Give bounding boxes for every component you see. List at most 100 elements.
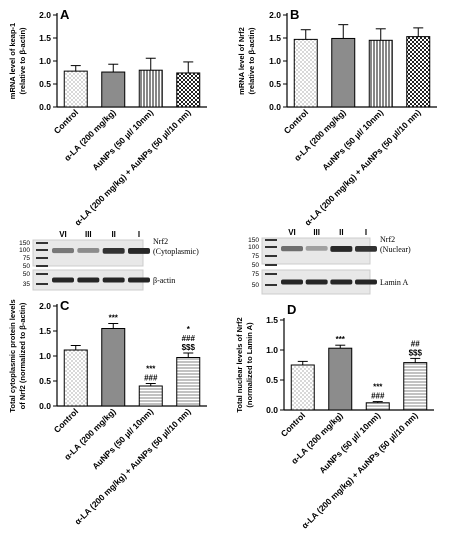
blot-target-sublabel: (Cytoplasmic) xyxy=(153,247,199,256)
y-tick-label: 0.0 xyxy=(269,102,281,112)
x-tick-label: Control xyxy=(52,107,80,135)
panel-letter: D xyxy=(287,302,296,317)
y-axis-label: (relative to β-actin) xyxy=(247,27,256,95)
significance-label: * xyxy=(187,325,191,334)
significance-label: ## xyxy=(411,339,420,348)
blot-target-label: Nrf2 xyxy=(153,237,168,246)
significance-label: ### xyxy=(144,374,158,383)
y-axis-label: mRNA level of keap-1 xyxy=(8,23,17,99)
marker-label: 75 xyxy=(23,255,31,262)
marker-label: 50 xyxy=(252,282,260,289)
significance-label: *** xyxy=(109,314,119,323)
y-tick-label: 0.5 xyxy=(39,79,51,89)
ladder-band xyxy=(265,246,277,248)
ladder-band xyxy=(265,255,277,257)
marker-label: 150 xyxy=(248,237,259,244)
bar xyxy=(365,402,390,411)
loading-control-band xyxy=(52,277,74,283)
y-tick-label: 0.0 xyxy=(39,102,51,112)
western-blot-cytoplasmic: VI III II I15010075505035Nrf2(Cytoplasmic)β… xyxy=(19,230,199,291)
bar xyxy=(101,71,126,108)
target-band xyxy=(102,248,125,254)
ladder-band xyxy=(36,257,48,259)
lane-label: II xyxy=(339,228,343,237)
target-band xyxy=(330,246,353,252)
bar xyxy=(176,72,201,108)
bar xyxy=(406,36,431,108)
y-tick-label: 1.0 xyxy=(39,56,51,66)
x-tick-label: Control xyxy=(52,406,80,434)
blot-membrane-top xyxy=(32,239,144,267)
significance-label: ### xyxy=(182,334,196,343)
lane-label: VI xyxy=(59,230,67,239)
blot-target-sublabel: (Nuclear) xyxy=(380,245,411,254)
y-tick-label: 2.0 xyxy=(39,301,51,311)
blot-target-label: Nrf2 xyxy=(380,235,395,244)
lane-label: III xyxy=(313,228,320,237)
panel-letter: B xyxy=(290,7,299,22)
bar xyxy=(176,357,201,407)
y-axis-label: Total cytoplasmic protein levels xyxy=(8,299,17,412)
y-axis-label: of Nrf2 (normalized to β-actin) xyxy=(18,302,27,409)
target-band xyxy=(305,246,328,251)
bar xyxy=(101,328,126,407)
blot-loading-label: β-actin xyxy=(153,276,175,285)
significance-label: $$$ xyxy=(182,343,196,352)
marker-label: 50 xyxy=(23,263,31,270)
y-tick-label: 1.5 xyxy=(266,315,278,325)
x-tick-label: Control xyxy=(282,107,310,135)
y-tick-label: 1.0 xyxy=(39,351,51,361)
y-tick-label: 0.0 xyxy=(39,401,51,411)
loading-control-band xyxy=(305,279,328,285)
marker-label: 75 xyxy=(252,271,260,278)
blot-loading-label: Lamin A xyxy=(380,278,408,287)
ladder-band xyxy=(36,273,48,275)
marker-label: 50 xyxy=(252,262,260,269)
y-tick-label: 1.0 xyxy=(266,345,278,355)
ladder-band xyxy=(36,242,48,244)
bar xyxy=(368,39,393,108)
ladder-band xyxy=(36,249,48,251)
marker-label: 35 xyxy=(23,281,31,288)
bar xyxy=(138,385,163,407)
y-axis-label: mRNA level of Nrf2 xyxy=(237,27,246,95)
marker-label: 150 xyxy=(19,240,30,247)
marker-label: 50 xyxy=(23,271,31,278)
significance-label: ### xyxy=(371,392,385,401)
ladder-band xyxy=(36,283,48,285)
y-tick-label: 0.0 xyxy=(266,405,278,415)
western-blot-nuclear: VI III II I15010075507550Nrf2(Nuclear)Lamin… xyxy=(248,228,411,295)
bar xyxy=(328,347,353,411)
y-tick-label: 2.0 xyxy=(39,10,51,20)
target-band xyxy=(77,248,100,253)
x-tick-label: Control xyxy=(279,410,307,438)
marker-label: 100 xyxy=(248,244,259,251)
ladder-band xyxy=(265,239,277,241)
significance-label: *** xyxy=(146,365,156,374)
bar xyxy=(63,70,88,108)
ladder-band xyxy=(265,273,277,275)
loading-control-band xyxy=(102,277,125,283)
y-tick-label: 1.5 xyxy=(39,33,51,43)
panel-letter: C xyxy=(60,298,70,313)
marker-label: 100 xyxy=(19,247,30,254)
bar-chart-panel-c: C Total cytoplasmic protein levels of Nrf2… xyxy=(8,298,207,527)
y-tick-label: 1.5 xyxy=(39,326,51,336)
y-tick-label: 1.5 xyxy=(269,33,281,43)
loading-control-band xyxy=(128,277,150,283)
loading-control-band xyxy=(281,279,303,285)
y-tick-label: 0.5 xyxy=(39,376,51,386)
bar xyxy=(290,364,315,411)
ladder-band xyxy=(36,265,48,267)
significance-label: *** xyxy=(336,335,346,344)
significance-label: *** xyxy=(373,383,383,392)
lane-label: I xyxy=(365,228,367,237)
bar xyxy=(331,37,356,108)
target-band xyxy=(355,246,377,252)
y-tick-label: 0.5 xyxy=(266,375,278,385)
significance-label: $$$ xyxy=(409,348,423,357)
bar xyxy=(293,38,318,108)
panel-letter: A xyxy=(60,7,70,22)
loading-control-band xyxy=(330,279,353,285)
